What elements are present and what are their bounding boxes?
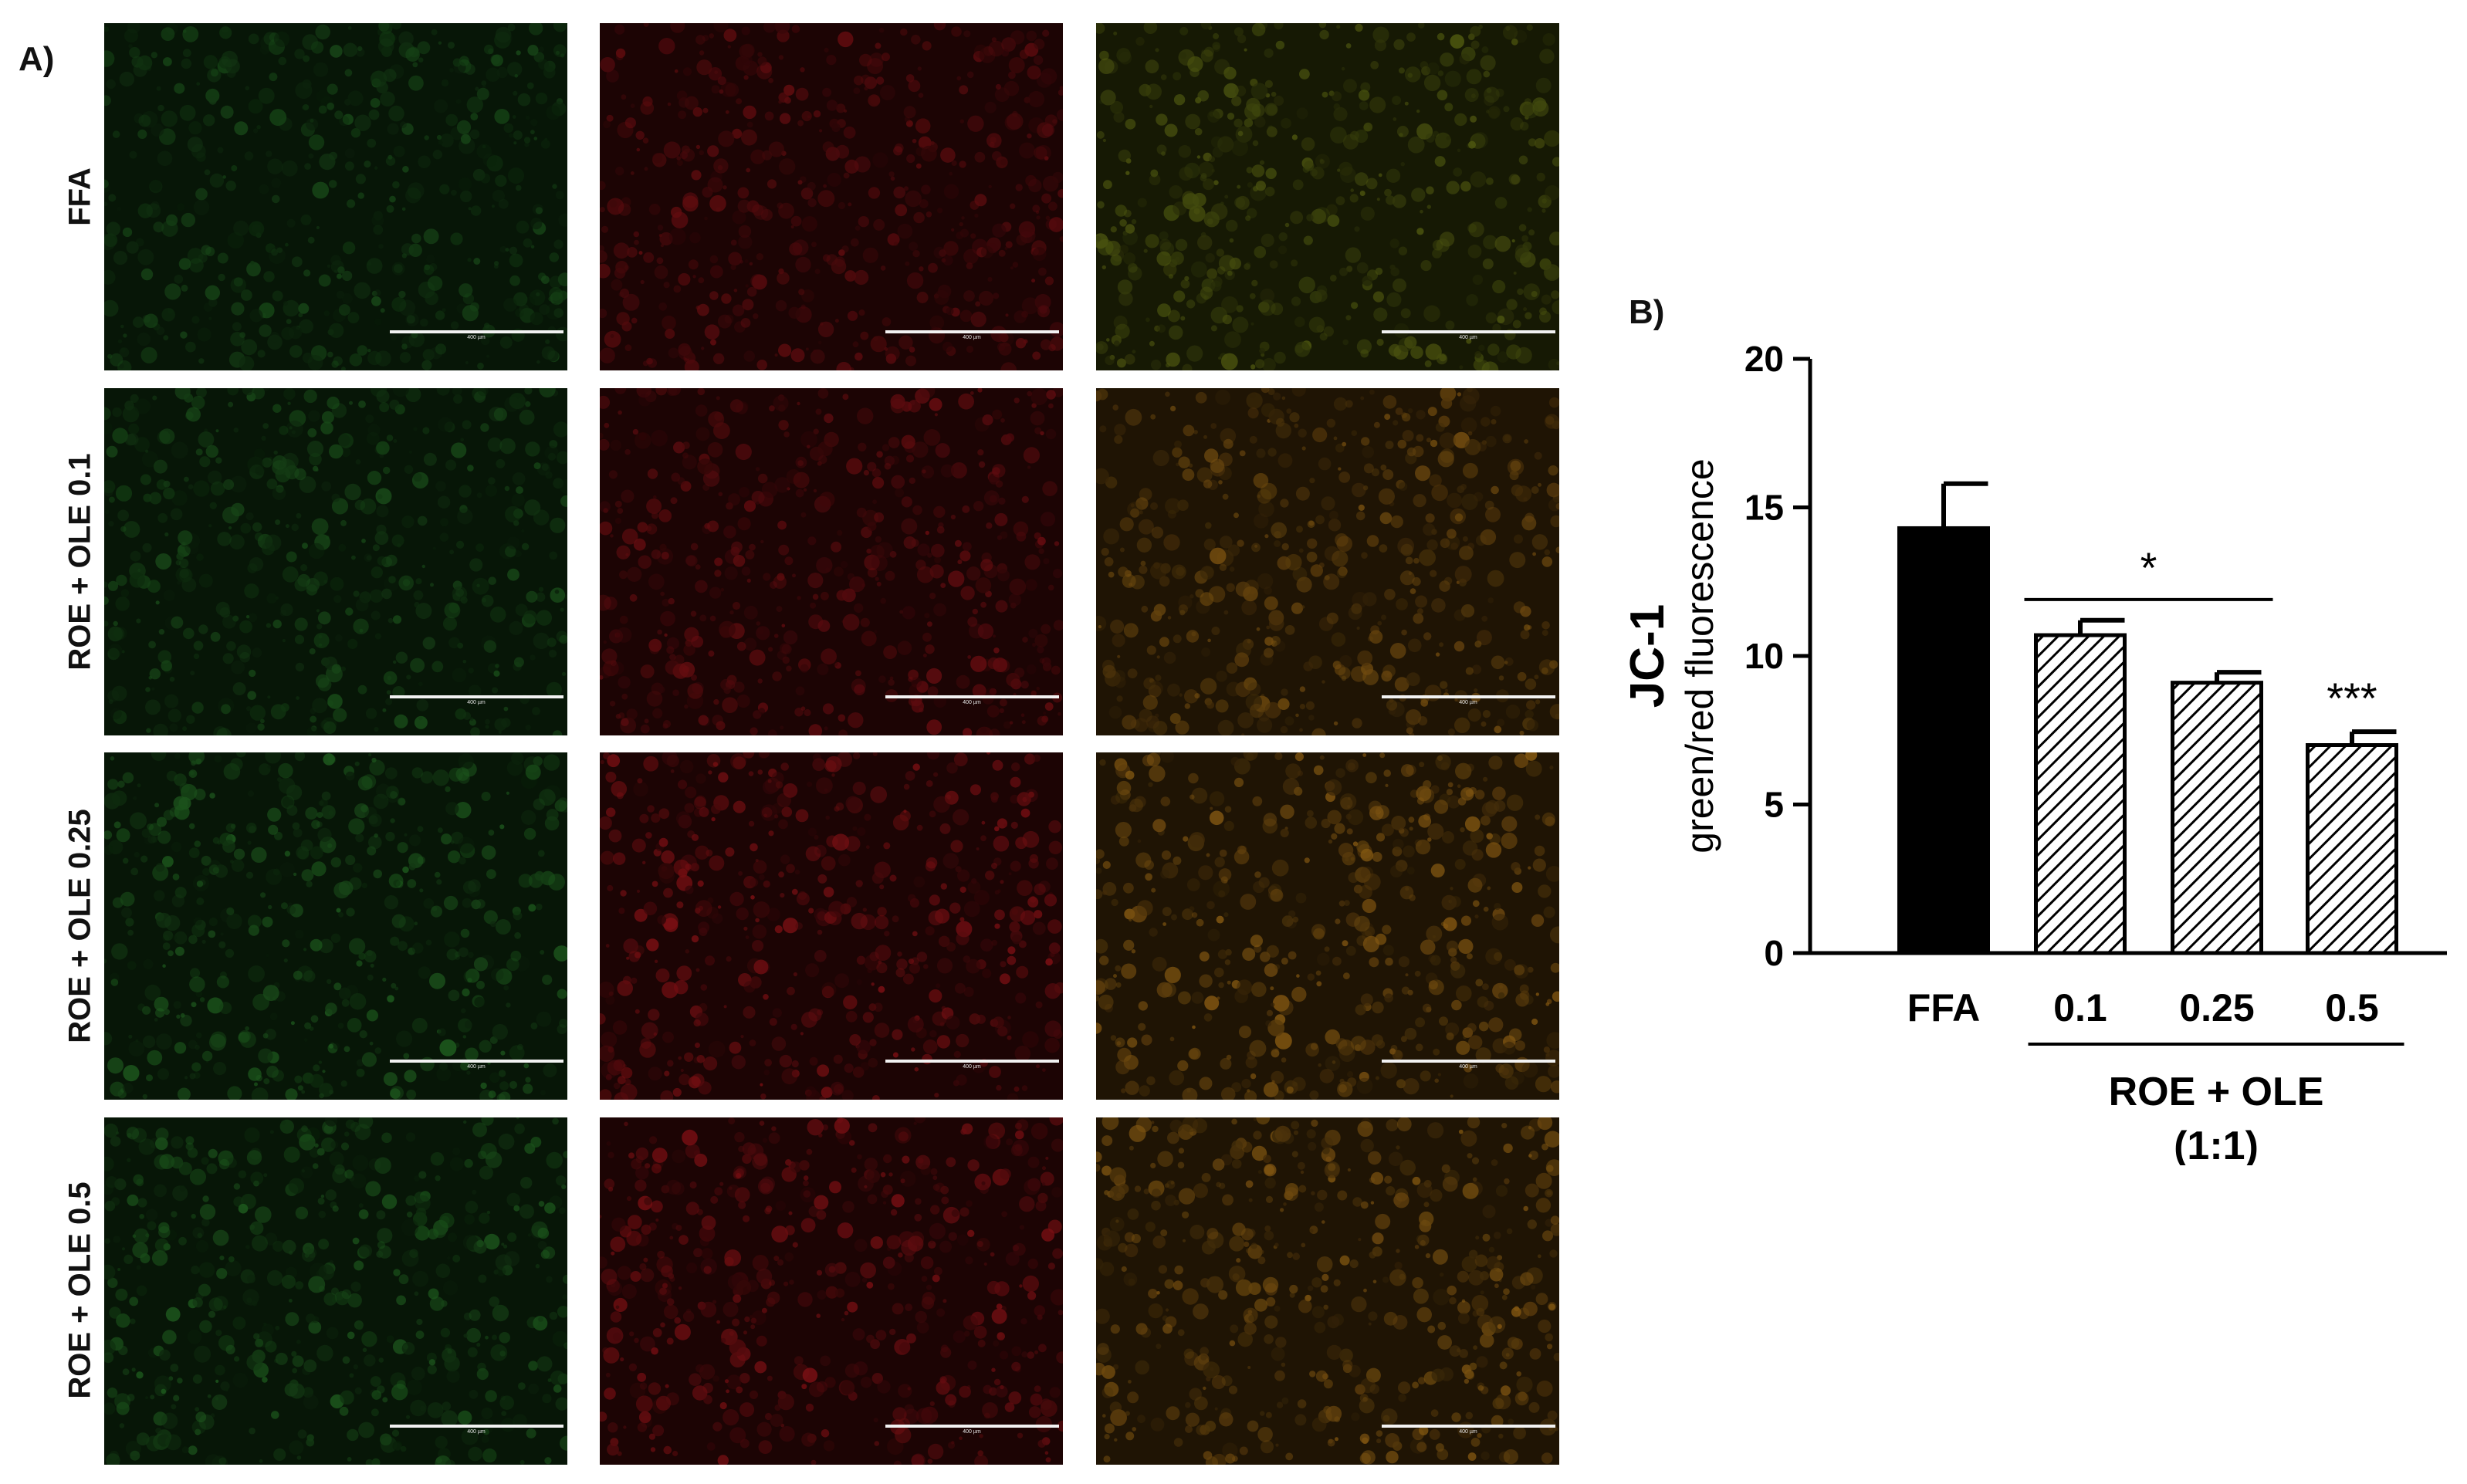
scale-bar (885, 1060, 1059, 1063)
scale-bar (885, 1425, 1059, 1428)
scale-bar-label: 400 µm (963, 1064, 981, 1070)
micrograph-green-row-3: 400 µm (104, 752, 567, 1100)
micrograph-green-row-4: 400 µm (104, 1117, 567, 1465)
scale-bar (390, 1425, 563, 1428)
scale-bar-label: 400 µm (467, 335, 486, 340)
x-tick-label: 0.1 (2053, 986, 2107, 1029)
scale-bar-label: 400 µm (1459, 1429, 1477, 1435)
x-tick-label: 0.25 (2179, 986, 2254, 1029)
bar-FFA (1897, 526, 1990, 955)
micrograph-texture (600, 23, 1063, 370)
micrograph-texture (104, 388, 567, 735)
micrograph-red-row-2: 400 µm (600, 388, 1063, 735)
micrograph-texture (600, 752, 1063, 1100)
scale-bar (1382, 330, 1555, 333)
scale-bar (1382, 695, 1555, 698)
micrograph-texture (104, 23, 567, 370)
y-axis-subtitle: green/red fluorescence (1678, 458, 1721, 853)
y-tick-label: 0 (1764, 933, 1784, 973)
group-label: ROE + OLE (2109, 1070, 2324, 1114)
micrograph-merge-row-1: 400 µm (1096, 23, 1559, 370)
bar-0.5 (2306, 743, 2398, 955)
scale-bar-label: 400 µm (963, 700, 981, 705)
micrograph-texture (1096, 23, 1559, 370)
panel-b-label: B) (1629, 293, 1665, 331)
row-label-roe-ole-0-1: ROE + OLE 0.1 (63, 453, 97, 671)
micrograph-texture (1096, 388, 1559, 735)
bar-0.25 (2171, 681, 2263, 955)
micrograph-green-row-1: 400 µm (104, 23, 567, 370)
significance-marker: *** (2327, 674, 2377, 722)
y-tick-label: 20 (1744, 339, 1784, 379)
scale-bar-label: 400 µm (963, 335, 981, 340)
scale-bar (1382, 1425, 1555, 1428)
bar-0.1 (2034, 633, 2127, 955)
micrograph-texture (600, 1117, 1063, 1465)
micrograph-green-row-2: 400 µm (104, 388, 567, 735)
micrograph-red-row-1: 400 µm (600, 23, 1063, 370)
micrograph-texture (1096, 752, 1559, 1100)
micrograph-texture (600, 388, 1063, 735)
y-axis-title: JC-1 (1621, 604, 1674, 708)
micrograph-merge-row-4: 400 µm (1096, 1117, 1559, 1465)
jc1-bar-chart: 0 5 10 15 20 JC-1 green/red fluorescence FFA 0.… (1621, 339, 2447, 1165)
micrograph-texture (1096, 1117, 1559, 1465)
scale-bar (885, 330, 1059, 333)
group-label-ratio: (1:1) (2174, 1124, 2259, 1165)
scale-bar (390, 330, 563, 333)
x-tick-label: 0.5 (2325, 986, 2379, 1029)
y-tick-label: 15 (1744, 488, 1784, 528)
scale-bar (1382, 1060, 1555, 1063)
micrograph-red-row-4: 400 µm (600, 1117, 1063, 1465)
x-tick-label: FFA (1907, 986, 1980, 1029)
y-tick-label: 5 (1764, 785, 1784, 825)
row-label-roe-ole-0-25: ROE + OLE 0.25 (63, 809, 97, 1043)
micrograph-red-row-3: 400 µm (600, 752, 1063, 1100)
scale-bar-label: 400 µm (467, 700, 486, 705)
scale-bar-label: 400 µm (467, 1064, 486, 1070)
scale-bar-label: 400 µm (1459, 1064, 1477, 1070)
scale-bar (390, 1060, 563, 1063)
row-label-roe-ole-0-5: ROE + OLE 0.5 (63, 1181, 97, 1399)
significance-marker: * (2140, 543, 2157, 592)
micrograph-merge-row-3: 400 µm (1096, 752, 1559, 1100)
scale-bar (885, 695, 1059, 698)
scale-bar-label: 400 µm (1459, 700, 1477, 705)
micrograph-texture (104, 1117, 567, 1465)
y-tick-label: 10 (1744, 636, 1784, 676)
micrograph-merge-row-2: 400 µm (1096, 388, 1559, 735)
scale-bar-label: 400 µm (1459, 335, 1477, 340)
panel-a-label: A) (19, 40, 55, 78)
scale-bar-label: 400 µm (963, 1429, 981, 1435)
scale-bar-label: 400 µm (467, 1429, 486, 1435)
micrograph-texture (104, 752, 567, 1100)
scale-bar (390, 695, 563, 698)
row-label-ffa: FFA (63, 167, 97, 226)
